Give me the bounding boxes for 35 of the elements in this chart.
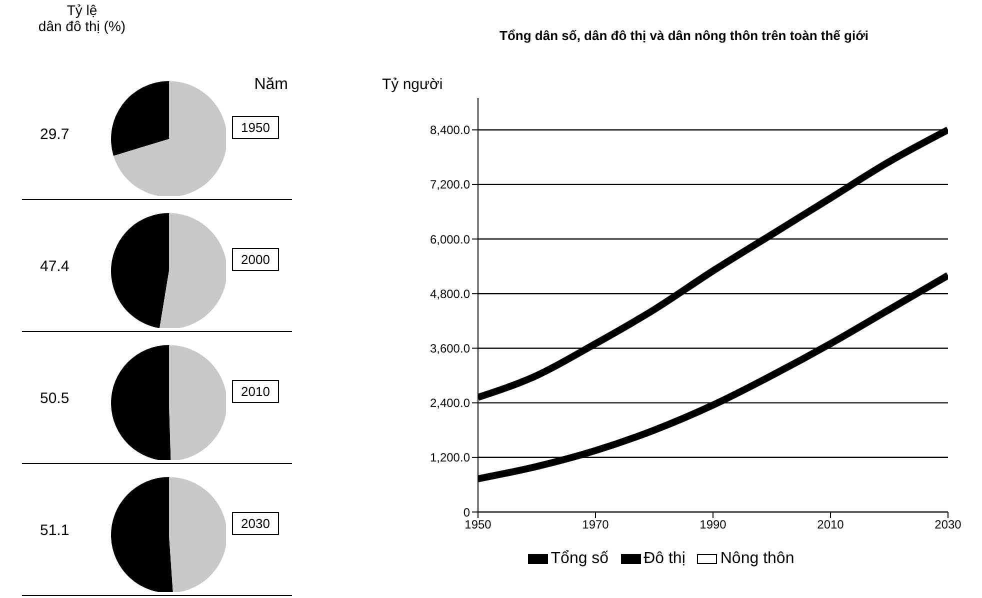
legend-label: Tổng số — [550, 550, 609, 568]
y-tick-label: 1,200.0 — [430, 450, 470, 465]
pie-slice — [111, 477, 174, 592]
chart-title: Tổng dân số, dân đô thị và dân nông thôn trên toàn thế giới — [498, 28, 870, 43]
x-tick-label: 2030 — [934, 518, 962, 532]
text: 2000 — [232, 248, 279, 271]
text: Năm — [254, 76, 288, 94]
y-tick-label: 2,400.0 — [430, 396, 470, 410]
y-tick-label: 6,000.0 — [430, 232, 470, 246]
pie-slice — [111, 345, 171, 460]
text: 2010 — [232, 380, 279, 403]
x-tick-label: 2010 — [817, 518, 844, 532]
x-tick-label: 1990 — [700, 518, 727, 532]
y-tick-label: 8,400.0 — [430, 123, 470, 138]
x-tick-label: 1970 — [582, 518, 610, 532]
data-label: 51.1 — [40, 522, 70, 539]
data-label: 29.7 — [40, 126, 70, 143]
text: 1950 — [232, 116, 279, 139]
data-label: 50.5 — [40, 390, 70, 407]
y-tick-label: 4,800.0 — [430, 286, 470, 301]
pie-slice — [169, 345, 226, 460]
y-axis-title: Tỷ người — [382, 76, 443, 93]
x-tick-label: 1950 — [464, 518, 492, 532]
chart-title: Tỷ lệ dân đô thị (%) — [37, 2, 127, 34]
y-tick-label: 3,600.0 — [430, 341, 470, 356]
pie-slice — [114, 81, 226, 196]
pie-slice — [111, 213, 169, 328]
y-tick-label: 7,200.0 — [430, 178, 470, 192]
pie-slice — [160, 213, 226, 328]
legend-label: Nông thôn — [719, 550, 794, 568]
pie-slice — [111, 81, 169, 156]
legend-label: Đô thị — [642, 550, 686, 568]
y-tick-label: 0 — [463, 505, 470, 520]
data-label: 47.4 — [40, 258, 70, 275]
pie-slice — [169, 477, 226, 592]
